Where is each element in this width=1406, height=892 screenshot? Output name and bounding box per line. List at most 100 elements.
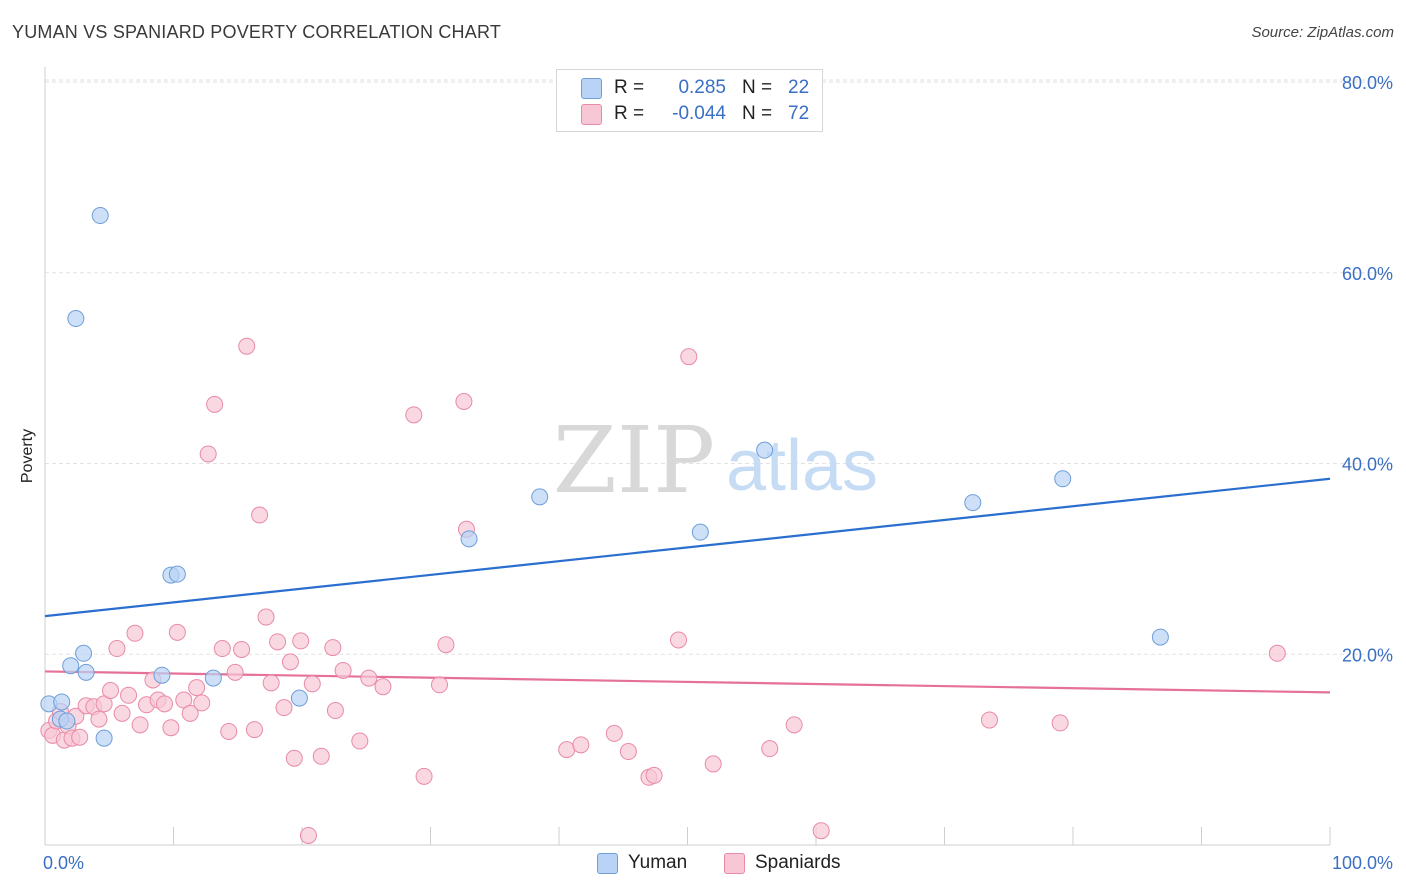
spaniard-point bbox=[415, 767, 433, 785]
spaniards-swatch bbox=[581, 103, 602, 125]
spaniard-point bbox=[262, 674, 280, 692]
yuman-point bbox=[75, 644, 93, 662]
spaniard-point bbox=[704, 755, 722, 773]
spaniard-point bbox=[126, 624, 144, 642]
spaniard-point bbox=[430, 676, 448, 694]
spaniard-point bbox=[360, 669, 378, 687]
spaniard-point bbox=[168, 623, 186, 641]
r-label: R = bbox=[614, 103, 645, 124]
x-tick-label: 0.0% bbox=[43, 853, 84, 873]
spaniard-point bbox=[156, 695, 174, 713]
spaniard-point bbox=[312, 747, 330, 765]
spaniard-point bbox=[281, 653, 299, 671]
y-tick-label: 40.0% bbox=[1342, 455, 1393, 475]
spaniard-point bbox=[351, 732, 369, 750]
spaniard-trend-line bbox=[44, 670, 1331, 694]
spaniard-point bbox=[285, 749, 303, 767]
yuman-point bbox=[77, 663, 95, 681]
spaniard-point bbox=[299, 826, 317, 844]
series-legend: Yuman Spaniards bbox=[0, 852, 1406, 878]
x-tick-labels: 0.0% 100.0% bbox=[43, 853, 1393, 873]
y-tick-label: 80.0% bbox=[1342, 73, 1393, 93]
spaniard-point bbox=[102, 681, 120, 699]
watermark: ZIP atlas bbox=[553, 407, 878, 514]
yuman-point bbox=[691, 523, 709, 541]
spaniard-point bbox=[113, 704, 131, 722]
yuman-point bbox=[460, 530, 478, 548]
spaniard-point bbox=[303, 675, 321, 693]
correlation-legend: R = 0.285 N = 22 R = -0.044 N = 72 bbox=[556, 69, 823, 132]
yuman-point bbox=[531, 488, 549, 506]
spaniard-point bbox=[275, 699, 293, 717]
chart-title: YUMAN VS SPANIARD POVERTY CORRELATION CH… bbox=[12, 22, 502, 42]
spaniard-point bbox=[558, 741, 576, 759]
spaniard-point bbox=[1051, 714, 1069, 732]
n-value: 22 bbox=[788, 77, 810, 98]
spaniard-point bbox=[670, 631, 688, 649]
spaniard-point bbox=[131, 716, 149, 734]
n-label: N = bbox=[742, 77, 773, 98]
spaniard-point bbox=[761, 740, 779, 758]
yuman-swatch bbox=[597, 852, 618, 874]
spaniard-point bbox=[120, 686, 138, 704]
n-value: 72 bbox=[788, 103, 810, 124]
spaniard-point bbox=[238, 337, 256, 355]
yuman-point bbox=[964, 494, 982, 512]
spaniard-point bbox=[326, 702, 344, 720]
yuman-point bbox=[204, 669, 222, 687]
x-tick-label: 100.0% bbox=[1332, 853, 1393, 873]
yuman-point bbox=[95, 729, 113, 747]
watermark-zip: ZIP bbox=[553, 407, 715, 514]
n-label: N = bbox=[742, 103, 773, 124]
yuman-point bbox=[1054, 470, 1072, 488]
spaniard-point bbox=[292, 632, 310, 650]
yuman-point bbox=[58, 712, 76, 730]
spaniards-swatch bbox=[724, 852, 745, 874]
spaniard-point bbox=[405, 406, 423, 424]
legend-row-spaniards: R = -0.044 N = 72 bbox=[581, 102, 809, 126]
spaniard-point bbox=[199, 445, 217, 463]
spaniard-point bbox=[437, 636, 455, 654]
spaniard-point bbox=[188, 679, 206, 697]
spaniard-point bbox=[162, 719, 180, 737]
spaniard-point bbox=[193, 694, 211, 712]
spaniard-point bbox=[213, 640, 231, 658]
yuman-trend-line bbox=[44, 477, 1331, 618]
yuman-point bbox=[168, 565, 186, 583]
legend-item-spaniards[interactable]: Spaniards bbox=[724, 852, 841, 874]
r-value: 0.285 bbox=[678, 77, 726, 98]
data-points bbox=[40, 207, 1286, 844]
spaniard-point bbox=[605, 724, 623, 742]
legend-row-yuman: R = 0.285 N = 22 bbox=[581, 76, 809, 100]
spaniard-point bbox=[206, 395, 224, 413]
spaniard-point bbox=[812, 822, 830, 840]
yuman-point bbox=[67, 310, 85, 328]
y-tick-label: 20.0% bbox=[1342, 645, 1393, 665]
yuman-swatch bbox=[581, 77, 602, 99]
y-tick-label: 60.0% bbox=[1342, 264, 1393, 284]
legend-label-yuman: Yuman bbox=[628, 852, 688, 873]
legend-item-yuman[interactable]: Yuman bbox=[597, 852, 687, 874]
legend-label-spaniards: Spaniards bbox=[755, 852, 841, 873]
source-credit: Source: ZipAtlas.com bbox=[1251, 24, 1394, 41]
spaniard-point bbox=[645, 766, 663, 784]
spaniard-point bbox=[181, 704, 199, 722]
spaniard-point bbox=[619, 743, 637, 761]
y-tick-labels: 20.0% 40.0% 60.0% 80.0% bbox=[1342, 73, 1393, 665]
trend-lines bbox=[44, 477, 1331, 694]
spaniard-point bbox=[71, 728, 89, 746]
watermark-atlas: atlas bbox=[726, 426, 878, 506]
yuman-point bbox=[62, 657, 80, 675]
spaniard-point bbox=[785, 716, 803, 734]
yuman-point bbox=[756, 441, 774, 459]
spaniard-point bbox=[269, 633, 287, 651]
spaniard-point bbox=[108, 640, 126, 658]
spaniard-point bbox=[680, 348, 698, 366]
spaniard-point bbox=[257, 608, 275, 626]
yuman-point bbox=[91, 207, 109, 225]
yuman-point bbox=[53, 693, 71, 711]
r-label: R = bbox=[614, 77, 645, 98]
spaniard-point bbox=[226, 663, 244, 681]
yuman-point bbox=[1151, 628, 1169, 646]
